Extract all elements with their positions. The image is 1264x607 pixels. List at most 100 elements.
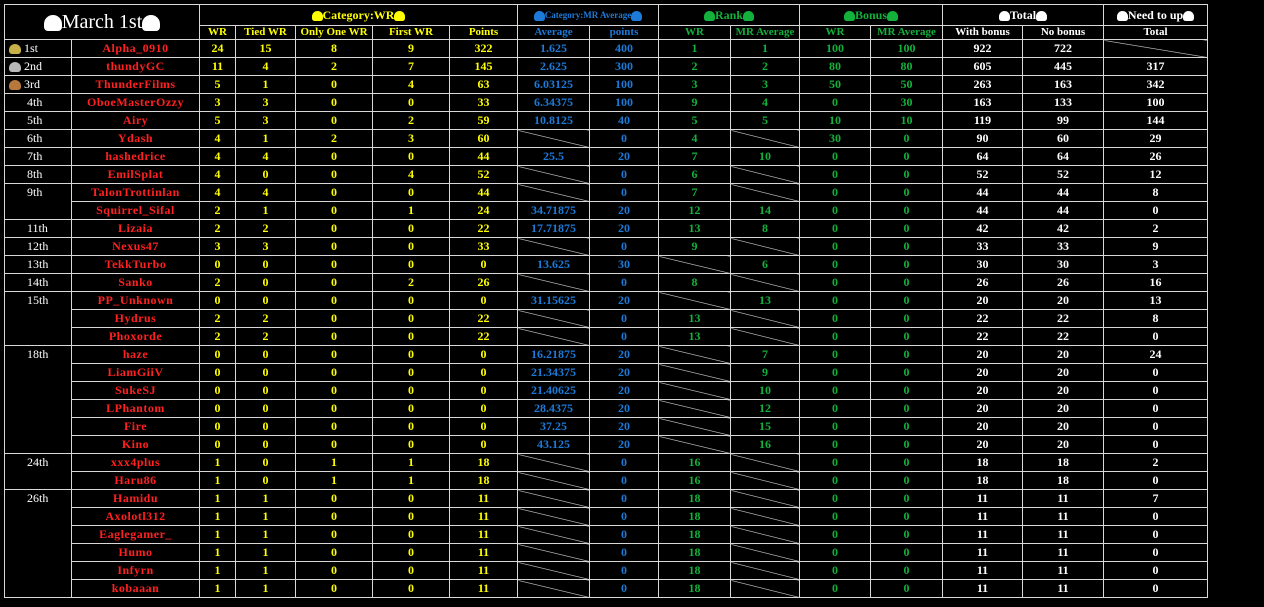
cell-rank-1: 18	[658, 489, 731, 508]
cell-wr-1: 2	[199, 327, 236, 346]
player-name: ThunderFilms	[71, 75, 200, 94]
cell-bonus-1: 0	[799, 237, 871, 256]
cell-mr-1	[517, 507, 590, 526]
cell-bonus-2: 0	[870, 417, 943, 436]
cell-need-1: 0	[1103, 435, 1208, 454]
cell-bonus-2: 0	[870, 381, 943, 400]
page-title: March 1st	[4, 4, 200, 40]
cell-wr-4: 0	[372, 255, 450, 274]
cell-mr-1	[517, 183, 590, 202]
cell-bonus-1: 0	[799, 543, 871, 562]
column-header-mr: points	[589, 25, 659, 40]
skull-icon	[703, 11, 715, 22]
cell-wr-3: 0	[295, 381, 373, 400]
cell-mr-1: 21.40625	[517, 381, 590, 400]
cell-wr-5: 52	[449, 165, 518, 184]
place-label: 8th	[27, 167, 43, 181]
cell-need-1: 0	[1103, 543, 1208, 562]
cell-mr-1: 21.34375	[517, 363, 590, 382]
skull-icon	[743, 11, 754, 22]
place-label: 6th	[27, 131, 43, 145]
cell-wr-4: 4	[372, 165, 450, 184]
cell-wr-2: 0	[235, 453, 296, 472]
cell-mr-1: 1.625	[517, 39, 590, 58]
cell-rank-1: 6	[658, 165, 731, 184]
cell-wr-3: 0	[295, 399, 373, 418]
cell-need-1: 8	[1103, 183, 1208, 202]
column-header-bonus: WR	[799, 25, 871, 40]
cell-need-1: 0	[1103, 579, 1208, 598]
cell-bonus-1: 0	[799, 489, 871, 508]
cell-total-1: 922	[942, 39, 1023, 58]
place-cell: 26th	[4, 489, 72, 598]
cell-rank-1: 13	[658, 309, 731, 328]
place-label: 9th	[27, 185, 43, 199]
table-row: Squirrel_Sifal 2 1 0 1 24 34.71875 20 12 14 0 0 44 44…	[5, 201, 1208, 220]
cell-rank-1	[658, 399, 731, 418]
cell-wr-3: 0	[295, 255, 373, 274]
cell-rank-2: 3	[730, 75, 800, 94]
cell-total-1: 11	[942, 561, 1023, 580]
player-name: Sanko	[71, 273, 200, 292]
cell-mr-2: 30	[589, 255, 659, 274]
table-row: 18th haze 0 0 0 0 0 16.21875 20 7 0 0 20 20 24	[4, 345, 1208, 454]
cell-wr-2: 0	[235, 345, 296, 364]
place-label: 24th	[27, 455, 49, 469]
cell-rank-1: 8	[658, 273, 731, 292]
cell-need-1: 100	[1103, 93, 1208, 112]
cell-need-1: 13	[1103, 291, 1208, 310]
cell-need-1: 29	[1103, 129, 1208, 148]
cell-bonus-1: 0	[799, 309, 871, 328]
cell-need-1: 144	[1103, 111, 1208, 130]
cell-rank-2: 12	[730, 399, 800, 418]
cell-bonus-2: 0	[870, 471, 943, 490]
cell-bonus-1: 0	[799, 435, 871, 454]
cell-mr-2: 0	[589, 543, 659, 562]
cell-rank-2	[730, 489, 800, 508]
column-header-total: No bonus	[1022, 25, 1104, 40]
cell-wr-2: 4	[235, 183, 296, 202]
table-row: Phoxorde 2 2 0 0 22 0 13 0 0 22 22 0	[5, 327, 1208, 346]
cell-total-2: 44	[1022, 201, 1104, 220]
cell-wr-1: 0	[199, 345, 236, 364]
cell-bonus-1: 0	[799, 579, 871, 598]
cell-mr-1	[517, 129, 590, 148]
group-header-row: March 1st Category:WR Category:MR Averag…	[4, 4, 1208, 40]
cell-wr-3: 0	[295, 219, 373, 238]
cell-total-2: 20	[1022, 291, 1104, 310]
cell-wr-2: 2	[235, 327, 296, 346]
table-row: Kino 0 0 0 0 0 43.125 20 16 0 0 20 20 0	[5, 435, 1208, 454]
column-header-wr: Only One WR	[295, 25, 373, 40]
cell-rank-2: 4	[730, 93, 800, 112]
cell-wr-3: 0	[295, 291, 373, 310]
cell-wr-2: 1	[235, 579, 296, 598]
player-name: Hamidu	[71, 489, 200, 508]
table-row: Axolotl312 1 1 0 0 11 0 18 0 0 11 11 0	[5, 507, 1208, 526]
cell-mr-2: 0	[589, 453, 659, 472]
cell-wr-5: 0	[449, 345, 518, 364]
cell-bonus-2: 0	[870, 327, 943, 346]
cell-bonus-1: 0	[799, 525, 871, 544]
table-row: 8th EmilSplat 4 0 0 4 52 0 6 0 0 52 52 12	[4, 165, 1208, 184]
cell-wr-2: 3	[235, 237, 296, 256]
player-name: thundyGC	[71, 57, 200, 76]
cell-total-2: 133	[1022, 93, 1104, 112]
column-header-need: Total	[1103, 25, 1208, 40]
table-row: 14th Sanko 2 0 0 2 26 0 8 0 0 26 26 16	[4, 273, 1208, 292]
cell-wr-1: 0	[199, 291, 236, 310]
cell-wr-3: 0	[295, 489, 373, 508]
cell-rank-2: 10	[730, 381, 800, 400]
cell-wr-3: 0	[295, 111, 373, 130]
player-name: Nexus47	[71, 237, 200, 256]
table-row: 11th Lizaia 2 2 0 0 22 17.71875 20 13 8 0 0 42 42 2	[4, 219, 1208, 238]
cell-wr-4: 0	[372, 363, 450, 382]
cell-wr-4: 0	[372, 399, 450, 418]
player-name: Haru86	[71, 471, 200, 490]
skull-icon	[843, 11, 855, 22]
cell-wr-4: 0	[372, 381, 450, 400]
cell-wr-1: 0	[199, 381, 236, 400]
cell-bonus-2: 0	[870, 129, 943, 148]
cell-bonus-2: 0	[870, 201, 943, 220]
player-name: TekkTurbo	[71, 255, 200, 274]
cell-mr-1	[517, 561, 590, 580]
